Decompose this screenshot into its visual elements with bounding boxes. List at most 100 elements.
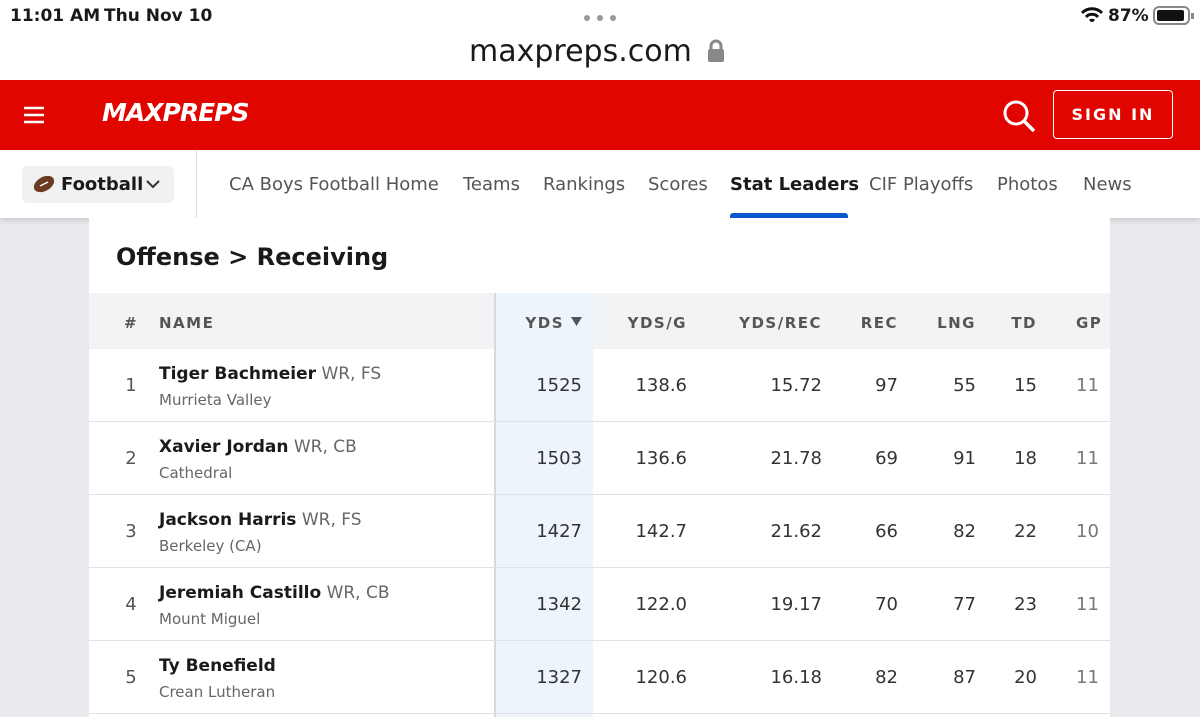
- row-border: [89, 640, 1110, 641]
- player[interactable]: Jeremiah Castillo WR, CB: [159, 583, 390, 603]
- stat: 120.6: [635, 667, 687, 688]
- menu-icon[interactable]: [24, 106, 46, 124]
- dots: [584, 15, 616, 21]
- status-bar: 11:01 AM Thu Nov 10 87% maxpreps.com: [0, 0, 1200, 80]
- column-header[interactable]: YDS/G: [627, 314, 687, 332]
- player-position: WR, FS: [301, 510, 362, 530]
- active-indicator: [730, 213, 848, 218]
- player[interactable]: Tiger Bachmeier WR, FS: [159, 364, 381, 384]
- sorted-column: [496, 293, 593, 717]
- stat: 66: [875, 521, 898, 542]
- school: Berkeley (CA): [159, 537, 262, 555]
- stat: 122.0: [635, 594, 687, 615]
- nav-link[interactable]: Scores: [648, 174, 708, 195]
- row-border: [89, 494, 1110, 495]
- stat: 11: [1076, 667, 1099, 688]
- stat: 70: [875, 594, 898, 615]
- stat: 11: [1076, 594, 1099, 615]
- site-header: MAXPREPS SIGN IN: [0, 80, 1200, 150]
- lock-icon: [708, 39, 724, 62]
- player-position: WR, CB: [326, 583, 390, 603]
- stat: 87: [953, 667, 976, 688]
- stat: 1427: [536, 521, 582, 542]
- time: 11:01 AM: [10, 6, 101, 26]
- stat: 21.78: [770, 448, 822, 469]
- stat: 91: [953, 448, 976, 469]
- stat: 15: [1014, 375, 1037, 396]
- stat: 55: [953, 375, 976, 396]
- sport-selector[interactable]: Football: [22, 166, 174, 203]
- search-icon[interactable]: [1002, 99, 1036, 133]
- stat: 1327: [536, 667, 582, 688]
- column-header[interactable]: GP: [1076, 314, 1103, 332]
- table-title: Offense > Receiving: [116, 243, 389, 271]
- nav-link[interactable]: Stat Leaders: [730, 174, 860, 195]
- nav-link[interactable]: Photos: [997, 174, 1058, 195]
- stats-card: Offense > Receiving # NAME YDS YDS/G YDS/REC…: [89, 218, 1110, 717]
- rank: 3: [125, 521, 137, 542]
- stat: 1525: [536, 375, 582, 396]
- stat: 11: [1076, 448, 1099, 469]
- player-position: WR, FS: [321, 364, 382, 384]
- column-header: NAME: [159, 314, 215, 332]
- stat: 136.6: [635, 448, 687, 469]
- logo[interactable]: MAXPREPS: [102, 98, 249, 127]
- stat: 142.7: [635, 521, 687, 542]
- nav-link[interactable]: CIF Playoffs: [869, 174, 974, 195]
- nav-link[interactable]: Teams: [463, 174, 520, 195]
- column-header[interactable]: TD: [1011, 314, 1037, 332]
- player[interactable]: Jackson Harris WR, FS: [159, 510, 362, 530]
- wifi-icon: [1080, 7, 1104, 23]
- player-name[interactable]: Jeremiah Castillo: [159, 583, 322, 603]
- url[interactable]: maxpreps.com: [469, 34, 692, 69]
- header-row: [89, 293, 1110, 349]
- nav-bar: Football CA Boys Football Home Teams Ranki…: [0, 150, 1200, 218]
- stat: 23: [1014, 594, 1037, 615]
- stat: 97: [875, 375, 898, 396]
- column-divider: [494, 293, 496, 717]
- stat: 1503: [536, 448, 582, 469]
- column-header[interactable]: LNG: [937, 314, 976, 332]
- stat: 21.62: [770, 521, 822, 542]
- football-icon: [33, 175, 55, 193]
- column-header: #: [123, 314, 139, 332]
- date: Thu Nov 10: [104, 6, 213, 26]
- battery-percent: 87%: [1108, 6, 1149, 26]
- stat: 19.17: [770, 594, 822, 615]
- column-header[interactable]: YDS/REC: [739, 314, 822, 332]
- row-border: [89, 713, 1110, 714]
- nav-link[interactable]: Rankings: [543, 174, 626, 195]
- stat: 10: [1076, 521, 1099, 542]
- row-border: [89, 421, 1110, 422]
- stat: 20: [1014, 667, 1037, 688]
- row-border: [89, 567, 1110, 568]
- player[interactable]: Ty Benefield: [159, 656, 276, 676]
- stat: 69: [875, 448, 898, 469]
- school: Cathedral: [159, 464, 233, 482]
- column-header[interactable]: REC: [860, 314, 898, 332]
- stat: 82: [953, 521, 976, 542]
- stat: 1342: [536, 594, 582, 615]
- rank: 2: [125, 448, 137, 469]
- sign-in-button[interactable]: SIGN IN: [1053, 90, 1173, 139]
- player[interactable]: Xavier Jordan WR, CB: [159, 437, 357, 457]
- stat: 22: [1014, 521, 1037, 542]
- nav-link[interactable]: News: [1083, 174, 1132, 195]
- column-header[interactable]: YDS: [525, 314, 564, 332]
- stat: 82: [875, 667, 898, 688]
- player-name[interactable]: Tiger Bachmeier: [159, 364, 317, 384]
- school: Murrieta Valley: [159, 391, 272, 409]
- player-name[interactable]: Ty Benefield: [159, 656, 276, 676]
- stat: 11: [1076, 375, 1099, 396]
- divider: [196, 150, 197, 218]
- rank: 4: [125, 594, 137, 615]
- stat: 18: [1014, 448, 1037, 469]
- stat: 138.6: [635, 375, 687, 396]
- player-name[interactable]: Jackson Harris: [159, 510, 297, 530]
- nav-link[interactable]: CA Boys Football Home: [229, 174, 439, 195]
- school: Crean Lutheran: [159, 683, 276, 701]
- school: Mount Miguel: [159, 610, 261, 628]
- player-name[interactable]: Xavier Jordan: [159, 437, 289, 457]
- stat: 16.18: [770, 667, 822, 688]
